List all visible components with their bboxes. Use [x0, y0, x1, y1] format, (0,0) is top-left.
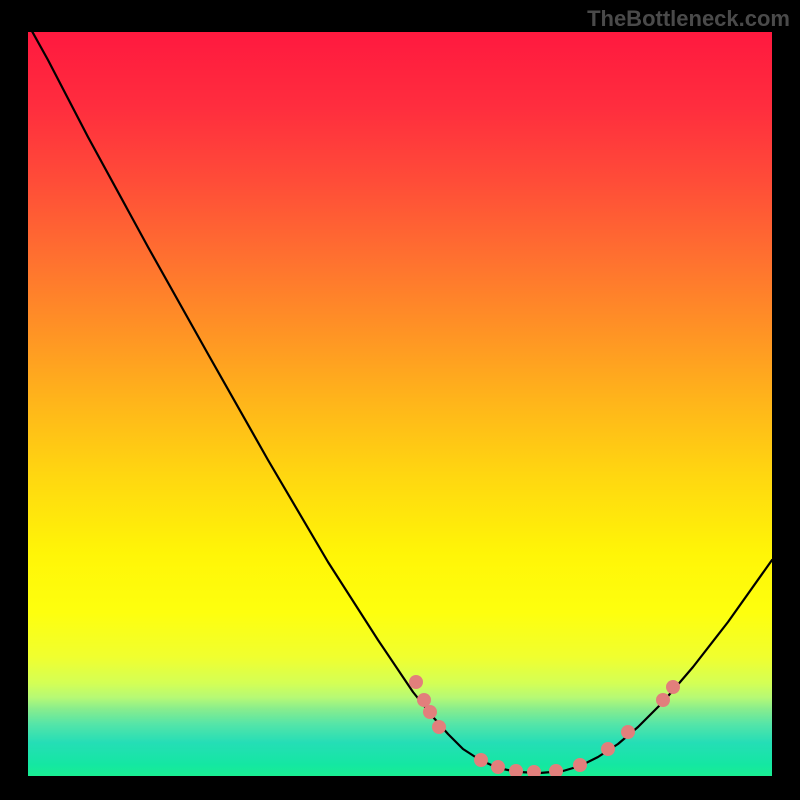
watermark-text: TheBottleneck.com — [587, 6, 790, 32]
curve-marker — [666, 680, 680, 694]
curve-marker — [474, 753, 488, 767]
curve-marker — [601, 742, 615, 756]
curve-marker — [491, 760, 505, 774]
curve-marker — [409, 675, 423, 689]
curve-marker — [621, 725, 635, 739]
curve-marker — [549, 764, 563, 776]
curve-marker — [527, 765, 541, 776]
curve-marker — [432, 720, 446, 734]
curve-marker — [656, 693, 670, 707]
bottleneck-curve — [28, 32, 772, 773]
curve-marker — [573, 758, 587, 772]
curve-marker — [417, 693, 431, 707]
chart-curve-layer — [28, 32, 772, 776]
curve-marker — [509, 764, 523, 776]
chart-plot-area — [28, 32, 772, 776]
curve-marker — [423, 705, 437, 719]
